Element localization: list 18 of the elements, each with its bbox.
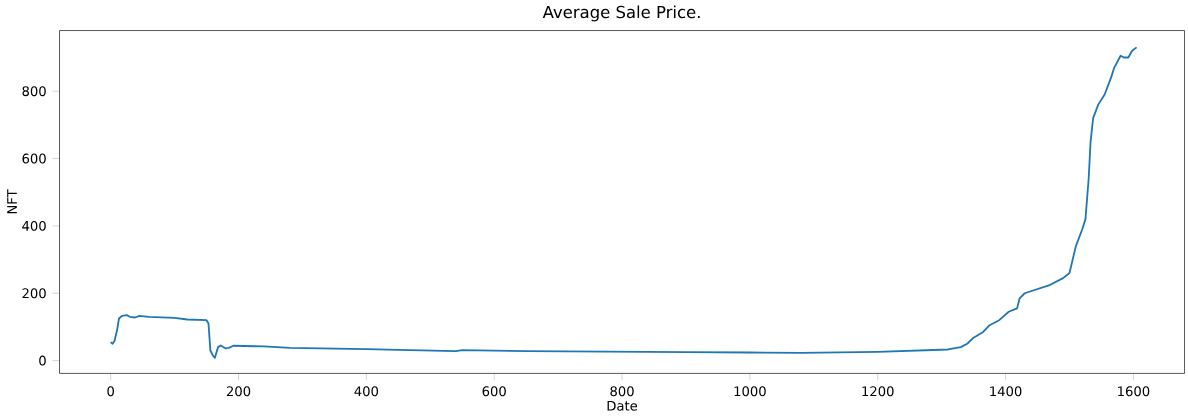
y-tick-label: 800: [22, 86, 46, 97]
x-tick-label: 200: [226, 386, 251, 397]
y-tick-label: 600: [22, 153, 46, 164]
line-series: [109, 46, 1138, 359]
y-tick-label: 400: [22, 220, 46, 231]
chart-title: Average Sale Price.: [542, 5, 700, 22]
x-tick-label: 0: [107, 386, 114, 397]
x-tick-label: 1600: [1118, 386, 1150, 397]
x-tick-label: 800: [610, 386, 634, 397]
y-tick-label: 200: [22, 288, 46, 299]
x-tick-label: 600: [482, 386, 506, 397]
x-tick-label: 1000: [734, 386, 766, 397]
x-tick-label: 1400: [990, 386, 1022, 397]
x-axis-title: Date: [607, 400, 638, 411]
y-axis-title: NFT: [7, 189, 17, 214]
x-tick-label: 1200: [862, 386, 894, 397]
x-tick-label: 400: [354, 386, 379, 397]
y-tick-label: 0: [39, 355, 46, 366]
